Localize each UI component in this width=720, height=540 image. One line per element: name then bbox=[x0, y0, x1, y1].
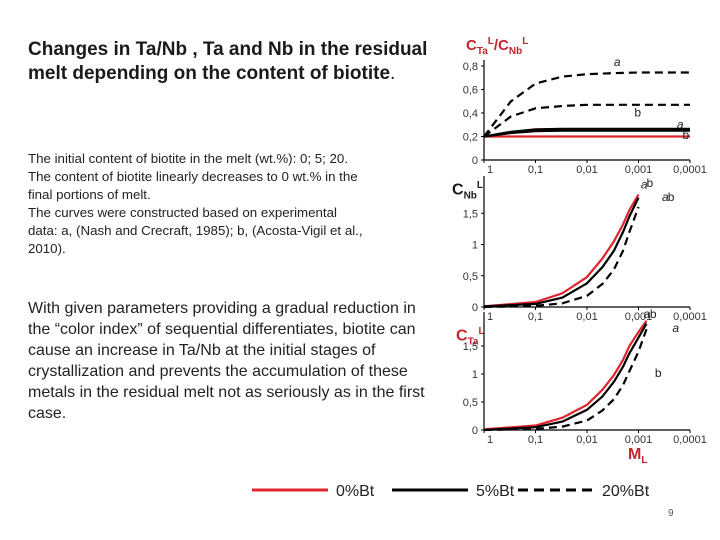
x-tick-label: 0,1 bbox=[528, 434, 543, 446]
x-tick-label: 0,1 bbox=[528, 164, 543, 176]
curve-annotation: a bbox=[672, 321, 679, 335]
curve-annotation: b bbox=[682, 128, 689, 142]
description-paragraph: The initial content of biotite in the me… bbox=[28, 150, 448, 258]
y-tick-label: 0,2 bbox=[463, 132, 478, 144]
series-line bbox=[483, 103, 690, 138]
series-line bbox=[483, 193, 640, 308]
x-tick-label: 0,1 bbox=[528, 311, 543, 323]
y-tick-label: 0,8 bbox=[463, 61, 478, 73]
x-axis-label: ML bbox=[628, 446, 648, 467]
curve-annotation: b bbox=[668, 190, 675, 204]
legend-label: 20%Bt bbox=[602, 483, 650, 500]
x-tick-label: 0,001 bbox=[625, 311, 653, 323]
curve-annotation: a bbox=[643, 307, 650, 321]
y-tick-label: 0 bbox=[472, 155, 478, 167]
description-line: final portions of melt. bbox=[28, 187, 151, 202]
curve-annotation: a bbox=[614, 55, 621, 69]
curve-annotation: a bbox=[677, 117, 684, 131]
x-tick-label: 1 bbox=[487, 311, 493, 323]
panel1-ylabel: CTaL/CNbL bbox=[466, 36, 529, 57]
x-tick-label: 0,001 bbox=[625, 434, 653, 446]
x-tick-label: 1 bbox=[487, 164, 493, 176]
description-line: The initial content of biotite in the me… bbox=[28, 151, 349, 166]
series-line bbox=[483, 320, 648, 431]
curve-annotation: b bbox=[646, 176, 653, 190]
curve-annotation: a bbox=[641, 177, 648, 191]
y-tick-label: 1,5 bbox=[463, 208, 478, 220]
y-tick-label: 0,6 bbox=[463, 85, 478, 97]
series-line bbox=[483, 197, 640, 308]
slide-title: Changes in Ta/Nb , Ta and Nb in the resi… bbox=[28, 38, 428, 86]
y-tick-label: 1 bbox=[472, 240, 478, 252]
x-tick-label: 0,001 bbox=[625, 164, 653, 176]
curve-annotation: b bbox=[650, 307, 657, 321]
y-tick-label: 0 bbox=[472, 302, 478, 314]
x-tick-label: 0,01 bbox=[576, 311, 597, 323]
x-tick-label: 0,0001 bbox=[673, 311, 707, 323]
slide-title-dot: . bbox=[390, 63, 396, 84]
slide-title-text: Changes in Ta/Nb , Ta and Nb in the resi… bbox=[28, 39, 428, 84]
description-line: data: a, (Nash and Crecraft, 1985); b, (… bbox=[28, 223, 363, 238]
page-number: 9 bbox=[668, 508, 674, 519]
x-tick-label: 0,01 bbox=[576, 434, 597, 446]
y-tick-label: 0,4 bbox=[463, 108, 478, 120]
curve-annotation: a bbox=[662, 190, 669, 204]
series-line bbox=[483, 129, 690, 138]
y-tick-label: 0 bbox=[472, 425, 478, 437]
x-tick-label: 0,01 bbox=[576, 164, 597, 176]
legend-label: 5%Bt bbox=[476, 483, 515, 500]
description-line: The curves were constructed based on exp… bbox=[28, 205, 337, 220]
conclusion-paragraph: With given parameters providing a gradua… bbox=[28, 300, 425, 422]
y-tick-label: 1 bbox=[472, 369, 478, 381]
series-line bbox=[483, 323, 648, 432]
series-line bbox=[483, 127, 690, 138]
panel3-ylabel: CTaL bbox=[456, 326, 485, 348]
x-tick-label: 0,0001 bbox=[673, 434, 707, 446]
x-tick-label: 1 bbox=[487, 434, 493, 446]
panel2-ylabel: CNbL bbox=[452, 180, 484, 202]
curve-annotation: b bbox=[634, 106, 641, 120]
legend-label: 0%Bt bbox=[336, 483, 375, 500]
y-tick-label: 1,5 bbox=[463, 341, 478, 353]
y-tick-label: 0,5 bbox=[463, 397, 478, 409]
x-tick-label: 0,0001 bbox=[673, 164, 707, 176]
description-line: 2010). bbox=[28, 241, 66, 256]
curve-annotation: b bbox=[655, 366, 662, 380]
series-line bbox=[483, 206, 640, 309]
series-line bbox=[483, 328, 648, 432]
series-line bbox=[483, 71, 690, 138]
description-line: The content of biotite linearly decrease… bbox=[28, 169, 358, 184]
y-tick-label: 0,5 bbox=[463, 271, 478, 283]
